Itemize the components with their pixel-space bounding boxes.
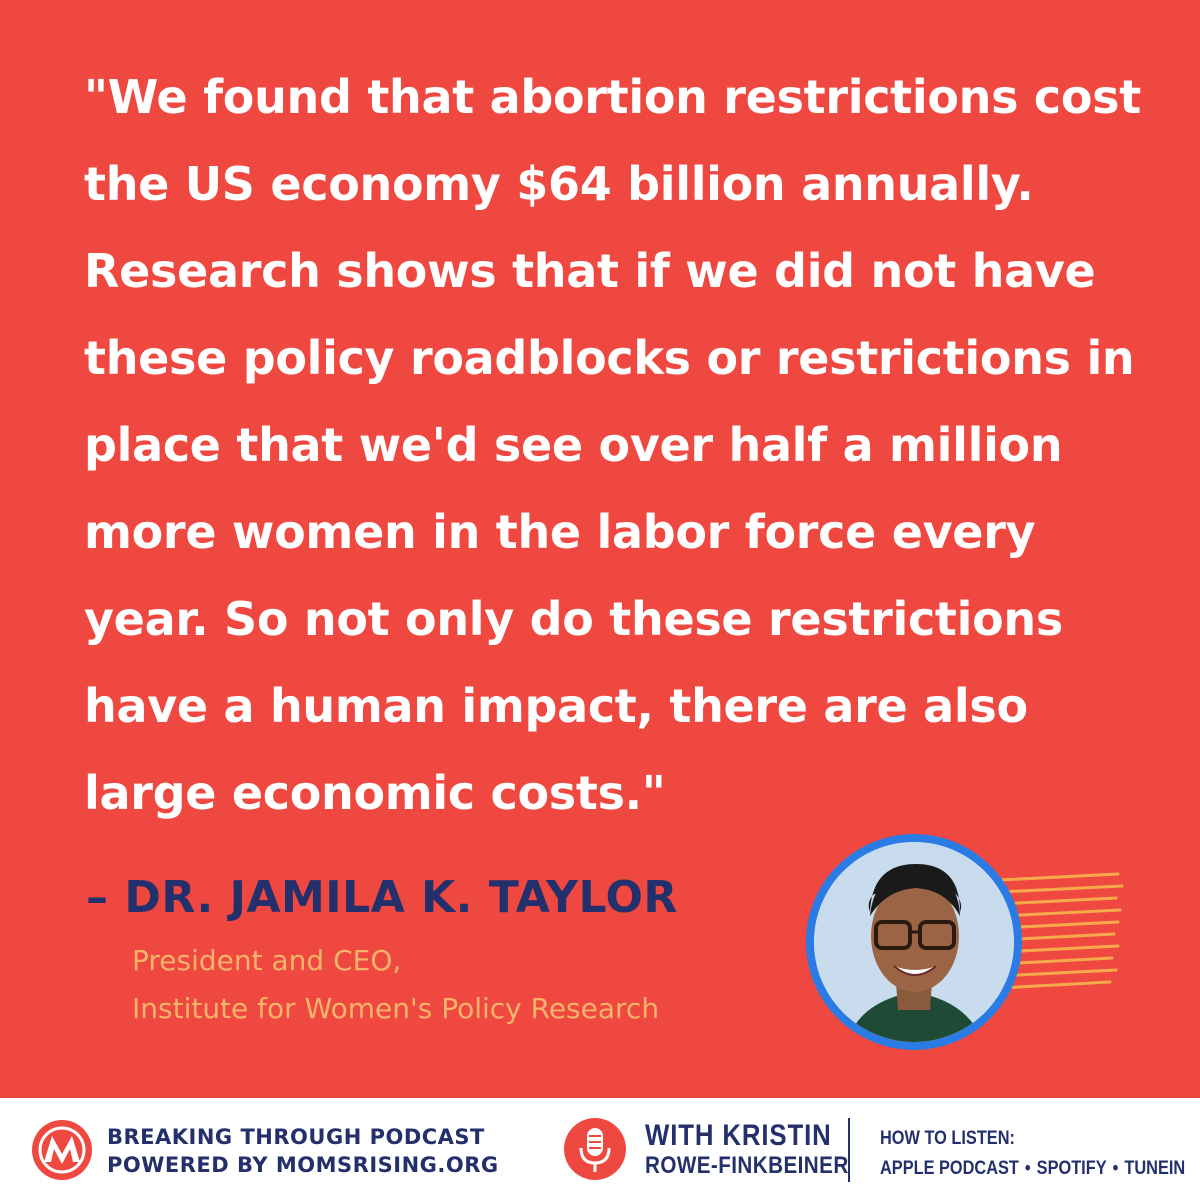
- momsrising-logo-icon[interactable]: [30, 1118, 94, 1182]
- listen-heading: HOW TO LISTEN:: [880, 1128, 1015, 1149]
- listen-options: APPLE PODCAST • SPOTIFY • TUNEIN: [880, 1154, 1185, 1184]
- podcast-sponsor: POWERED BY MOMSRISING.ORG: [107, 1153, 499, 1177]
- footer-divider: [848, 1118, 850, 1182]
- quote-line: these policy roadblocks or restrictions …: [84, 331, 1135, 385]
- quote-line: more women in the labor force every: [84, 505, 1036, 559]
- speaker-name: – DR. JAMILA K. TAYLOR: [86, 872, 678, 923]
- quote-line: Research shows that if we did not have: [84, 244, 1096, 298]
- podcast-branding: BREAKING THROUGH PODCAST POWERED BY MOMS…: [107, 1123, 499, 1179]
- quote-card: "We found that abortion restrictions cos…: [0, 0, 1200, 1098]
- quote-text: "We found that abortion restrictions cos…: [84, 54, 1144, 837]
- quote-line: large economic costs.": [84, 766, 666, 820]
- how-to-listen: HOW TO LISTEN: APPLE PODCAST • SPOTIFY • TUN…: [880, 1124, 1185, 1184]
- host-line: WITH KRISTIN: [645, 1119, 832, 1152]
- quote-line: have a human impact, there are also: [84, 679, 1028, 733]
- separator-dot: •: [1112, 1158, 1119, 1179]
- listen-option-apple-podcast[interactable]: APPLE PODCAST: [880, 1158, 1019, 1179]
- separator-dot: •: [1024, 1158, 1031, 1179]
- listen-option-tunein[interactable]: TUNEIN: [1124, 1158, 1186, 1179]
- host-name: ROWE-FINKBEINER: [645, 1152, 849, 1179]
- quote-line: place that we'd see over half a million: [84, 418, 1063, 472]
- podcast-name: BREAKING THROUGH PODCAST: [107, 1125, 485, 1149]
- quote-line: "We found that abortion restrictions cos…: [84, 70, 1141, 124]
- speaker-title: President and CEO,: [132, 944, 402, 977]
- speaker-photo-frame: [806, 834, 1022, 1050]
- host-credit: WITH KRISTIN ROWE-FINKBEINER: [645, 1120, 849, 1180]
- speaker-organization: Institute for Women's Policy Research: [132, 992, 660, 1025]
- quote-line: year. So not only do these restrictions: [84, 592, 1063, 646]
- listen-option-spotify[interactable]: SPOTIFY: [1036, 1158, 1107, 1179]
- speaker-photo: [814, 842, 1014, 1042]
- podcast-microphone-icon: [564, 1118, 626, 1180]
- quote-line: the US economy $64 billion annually.: [84, 157, 1034, 211]
